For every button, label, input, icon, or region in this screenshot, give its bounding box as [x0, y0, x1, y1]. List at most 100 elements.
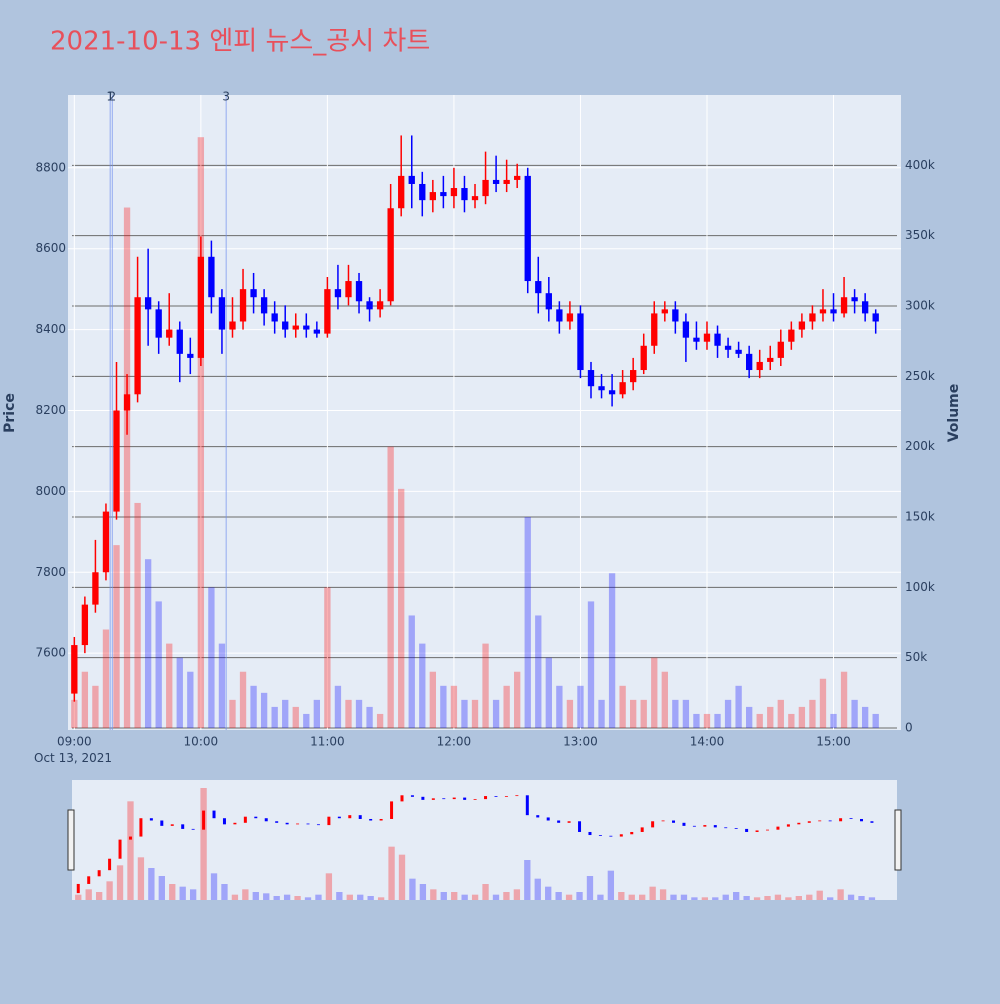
candle-body — [282, 321, 289, 330]
x-tick-label: 10:00 — [184, 735, 219, 749]
volume-bar — [376, 713, 384, 728]
slider-volume-bar — [628, 894, 635, 900]
slider-volume-bar — [304, 897, 312, 900]
candle-body — [556, 309, 563, 322]
slider-volume-bar — [252, 892, 259, 900]
slider-volume-bar — [827, 897, 834, 900]
candle-body — [872, 313, 879, 322]
news-label: 1 — [106, 90, 114, 104]
candle-body — [187, 353, 194, 358]
slider-volume-bar — [649, 886, 656, 900]
candle-body — [113, 410, 120, 512]
slider-volume-bar — [659, 889, 667, 900]
slider-handle-right[interactable] — [894, 809, 902, 871]
volume-bar — [324, 587, 331, 728]
candle-body — [767, 357, 774, 362]
candle-body — [798, 321, 806, 330]
candle-body — [334, 289, 342, 298]
slider-volume-bar — [639, 894, 646, 900]
slider-volume-bar — [315, 894, 322, 900]
candle-body — [419, 183, 426, 201]
candle-body — [577, 313, 584, 371]
candle-body — [292, 325, 299, 330]
slider-volume-bar — [377, 897, 385, 900]
slider-volume-bar — [701, 897, 709, 900]
candle-body — [208, 256, 215, 298]
volume-bar — [809, 699, 816, 728]
candle-body — [745, 353, 753, 371]
slider-volume-bar — [95, 892, 103, 900]
volume-bar — [102, 629, 110, 728]
candle-body — [640, 345, 647, 371]
slider-handle-left[interactable] — [67, 809, 75, 871]
slider-volume-bar — [545, 886, 552, 900]
volume-bar — [398, 488, 405, 728]
slider-volume-bar — [200, 788, 207, 900]
slider-volume-bar — [680, 894, 688, 900]
volume-bar — [482, 643, 489, 728]
slider-volume-bar — [733, 892, 740, 900]
y-tick-label: 7800 — [35, 565, 66, 579]
plot-area — [68, 95, 901, 730]
candle-body — [598, 386, 605, 391]
volume-bar — [419, 643, 426, 728]
candle-body — [788, 329, 795, 342]
candle-body — [260, 297, 268, 314]
slider-volume-bar — [868, 897, 876, 900]
volume-bar — [187, 671, 194, 728]
volume-bar — [503, 685, 510, 728]
volume-bar — [313, 699, 321, 728]
slider-volume-bar — [137, 857, 145, 900]
volume-bar — [840, 671, 848, 728]
y-tick-label: 8400 — [35, 322, 66, 336]
candle-body — [724, 345, 732, 350]
volume-bar — [166, 643, 173, 728]
volume-bar — [492, 699, 500, 728]
volume-bar — [861, 706, 869, 728]
candle-body — [461, 188, 468, 201]
slider-volume-bar — [336, 892, 343, 900]
volume-bar — [619, 685, 626, 728]
candle-body — [376, 301, 384, 310]
candle-body — [166, 329, 173, 338]
volume-bar — [714, 713, 721, 728]
candle-body — [324, 289, 331, 334]
volume-bar — [851, 699, 858, 728]
slider-volume-bar — [440, 892, 447, 900]
candle-body — [503, 179, 510, 184]
slider-volume-bar — [785, 897, 792, 900]
slider-volume-bar — [847, 894, 855, 900]
candle-body — [250, 289, 257, 298]
volume-bar — [471, 699, 479, 728]
candle-body — [756, 361, 763, 371]
volume-bar — [661, 671, 668, 728]
candle-body — [682, 321, 690, 338]
volume-bar — [155, 601, 162, 728]
slider-volume-bar — [837, 889, 844, 900]
x-tick-label: 13:00 — [563, 735, 598, 749]
volume-bar — [450, 685, 458, 728]
y-tick-label: 7600 — [35, 646, 66, 660]
y2-tick-label: 300k — [905, 299, 935, 313]
slider-volume-bar — [158, 876, 165, 900]
candle-body — [123, 394, 131, 411]
volume-bar — [651, 657, 658, 728]
slider-volume-bar — [419, 884, 427, 900]
volume-bar — [218, 643, 226, 728]
candle-body — [176, 329, 183, 354]
slider-volume-bar — [242, 889, 249, 900]
volume-bar — [366, 706, 373, 728]
candle-body — [777, 341, 784, 358]
range-slider[interactable] — [72, 780, 897, 900]
volume-bar — [461, 699, 468, 728]
candle-body — [819, 309, 827, 314]
slider-volume-bar — [273, 896, 280, 900]
volume-bar — [819, 678, 827, 728]
volume-bar — [71, 699, 78, 728]
volume-bar — [440, 685, 447, 728]
candle-body — [566, 313, 574, 322]
volume-bar — [345, 699, 352, 728]
candle-body — [313, 329, 321, 334]
slider-volume-bar — [367, 896, 374, 900]
